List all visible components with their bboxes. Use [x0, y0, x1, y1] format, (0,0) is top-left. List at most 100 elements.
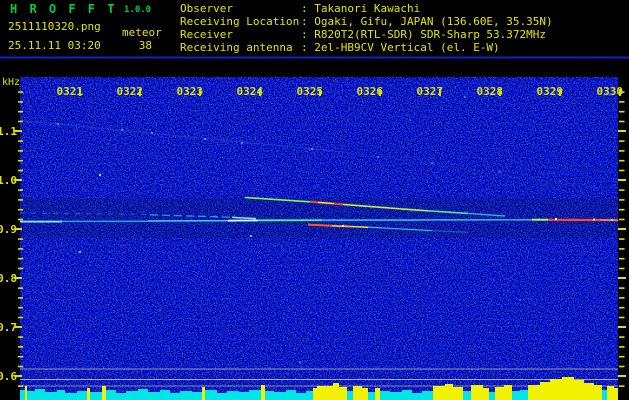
noise-dot: [79, 251, 81, 253]
meter-bar: [353, 386, 362, 400]
freq-minor-tick: [18, 336, 23, 338]
freq-minor-tick-right: [619, 365, 625, 368]
noise-background: [20, 77, 618, 400]
meter-bar: [471, 385, 483, 400]
meter-bar: [106, 390, 116, 400]
noise-dot: [57, 123, 59, 125]
noise-dot: [611, 219, 613, 221]
meter-bar: [422, 391, 433, 400]
freq-minor-tick: [18, 238, 23, 240]
signal-trace: [317, 201, 335, 205]
freq-minor-tick-right: [619, 346, 625, 348]
meter-bar: [333, 383, 339, 400]
time-tick: [499, 89, 501, 96]
meter-bar: [550, 379, 562, 400]
freq-major-tick: [14, 277, 22, 279]
time-label: 0321: [57, 85, 84, 98]
freq-minor-tick: [18, 248, 23, 250]
meter-bar: [433, 386, 445, 400]
noise-dot: [159, 309, 161, 311]
info-label: Observer: [180, 2, 233, 15]
freq-minor-tick: [18, 297, 23, 299]
freq-minor-tick: [18, 365, 23, 368]
signal-trace: [342, 203, 403, 210]
time-label: 0327: [417, 85, 444, 98]
noise-dot: [151, 132, 153, 134]
meter-bar: [20, 390, 25, 400]
freq-major-tick-right: [618, 130, 626, 132]
freq-minor-tick-right: [619, 257, 625, 260]
freq-minor-tick: [18, 385, 23, 387]
meter-bar: [504, 385, 512, 400]
info-row-location: Receiving Location: Ogaki, Gifu, JAPAN (…: [180, 15, 553, 28]
noise-dot: [559, 180, 561, 182]
meter-bar: [306, 391, 313, 400]
meter-bar: [512, 391, 520, 400]
info-sep: :: [301, 15, 315, 28]
meter-bar: [160, 390, 170, 400]
meter-bar: [274, 392, 286, 400]
meter-bar: [495, 387, 504, 400]
freq-axis-unit-label: kHz: [2, 77, 20, 88]
freq-label: 0.9: [0, 223, 17, 236]
meter-bar: [453, 387, 463, 400]
signal-trace: [427, 210, 469, 215]
header-separator-line: [0, 56, 629, 59]
freq-minor-tick-right: [619, 238, 625, 240]
meter-bar: [261, 385, 265, 400]
meter-bar: [402, 390, 412, 400]
app-title: H R O F F T: [10, 2, 117, 16]
meter-bar: [138, 389, 148, 400]
meter-bar: [445, 384, 453, 400]
output-filename: 2511110320.png: [8, 20, 101, 33]
meter-bar: [296, 393, 306, 400]
noise-dot: [99, 174, 101, 176]
time-label: 0323: [177, 85, 204, 98]
freq-minor-tick-right: [619, 120, 625, 123]
noise-dot: [311, 148, 313, 150]
time-tick: [439, 89, 441, 96]
time-tick: [379, 89, 381, 96]
signal-trace: [351, 225, 369, 228]
info-value: Ogaki, Gifu, JAPAN (136.60E, 35.35N): [314, 15, 553, 28]
time-label: 0330: [597, 85, 624, 98]
freq-minor-tick: [18, 287, 23, 289]
freq-label: 0.7: [0, 321, 17, 334]
meter-bar: [483, 388, 489, 400]
noise-dot: [519, 299, 521, 301]
noise-dot: [499, 171, 501, 173]
echo-count: 38: [138, 39, 152, 52]
freq-minor-tick: [18, 199, 23, 201]
time-tick: [199, 89, 201, 96]
meter-bar: [239, 392, 249, 400]
freq-minor-tick-right: [619, 316, 625, 319]
meter-bar: [607, 386, 614, 400]
signal-trace: [19, 120, 346, 153]
freq-major-tick: [14, 326, 22, 328]
info-row-receiver: Receiver: R820T2(RTL-SDR) SDR-Sharp 53.3…: [180, 28, 546, 41]
freq-minor-tick-right: [619, 199, 625, 201]
freq-label: 0.8: [0, 272, 17, 285]
freq-major-tick-right: [618, 228, 626, 230]
noise-dot: [241, 142, 243, 144]
freq-minor-tick-right: [619, 189, 625, 191]
meter-bar: [339, 387, 347, 400]
info-row-antenna: Receiving antenna: 2el-HB9CV Vertical (e…: [180, 41, 500, 54]
freq-minor-tick-right: [619, 336, 625, 338]
freq-minor-tick-right: [619, 140, 625, 142]
freq-minor-tick: [18, 316, 23, 319]
freq-minor-tick-right: [619, 169, 625, 172]
time-tick: [319, 89, 321, 96]
meter-bar: [205, 390, 217, 400]
info-label: Receiving antenna: [180, 41, 293, 54]
meter-bar: [520, 390, 528, 400]
meter-bar: [90, 392, 102, 400]
freq-minor-tick-right: [619, 287, 625, 289]
freq-major-tick: [14, 179, 22, 181]
meter-bar: [390, 392, 402, 400]
observation-datetime: 25.11.11 03:20: [8, 39, 101, 52]
info-value: 2el-HB9CV Vertical (el. E-W): [314, 41, 500, 54]
meter-bar: [77, 391, 87, 400]
